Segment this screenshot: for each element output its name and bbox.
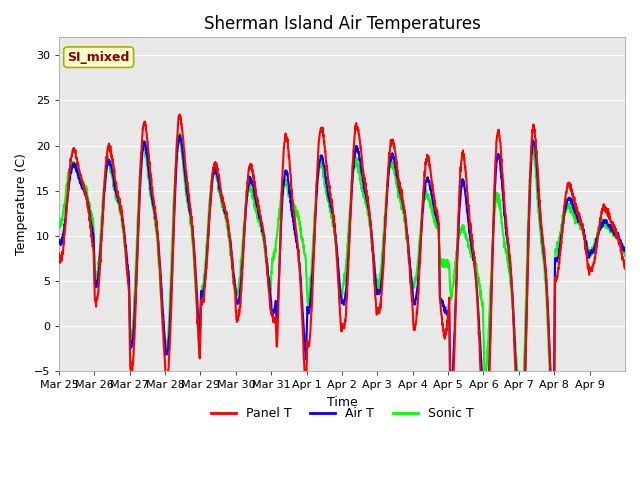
Line: Sonic T: Sonic T <box>59 133 625 455</box>
Line: Panel T: Panel T <box>59 115 625 480</box>
Sonic T <box>517 452 525 457</box>
Sonic T <box>55 221 63 227</box>
Air T <box>234 298 242 304</box>
Line: Air T: Air T <box>59 135 625 468</box>
Panel T <box>111 178 119 184</box>
Legend: Panel T, Air T, Sonic T: Panel T, Air T, Sonic T <box>205 402 478 425</box>
Air T <box>513 384 520 390</box>
Sonic T <box>176 131 184 136</box>
Sonic T <box>513 361 520 367</box>
Panel T <box>545 333 553 339</box>
Panel T <box>621 266 629 272</box>
X-axis label: Time: Time <box>326 396 357 408</box>
Air T <box>614 233 621 239</box>
Sonic T <box>111 189 119 195</box>
Air T <box>545 325 553 331</box>
Panel T <box>55 250 63 256</box>
Air T <box>516 465 524 471</box>
Panel T <box>513 396 520 401</box>
Title: Sherman Island Air Temperatures: Sherman Island Air Temperatures <box>204 15 481 33</box>
Sonic T <box>545 348 553 353</box>
Panel T <box>614 234 621 240</box>
Text: SI_mixed: SI_mixed <box>67 51 130 64</box>
Air T <box>55 237 63 243</box>
Panel T <box>376 302 384 308</box>
Panel T <box>176 112 184 118</box>
Sonic T <box>376 281 384 287</box>
Y-axis label: Temperature (C): Temperature (C) <box>15 153 28 255</box>
Air T <box>376 288 384 293</box>
Sonic T <box>621 253 629 259</box>
Panel T <box>234 317 242 323</box>
Sonic T <box>614 234 621 240</box>
Air T <box>621 248 629 253</box>
Sonic T <box>234 291 242 297</box>
Air T <box>111 188 119 193</box>
Air T <box>176 132 184 138</box>
